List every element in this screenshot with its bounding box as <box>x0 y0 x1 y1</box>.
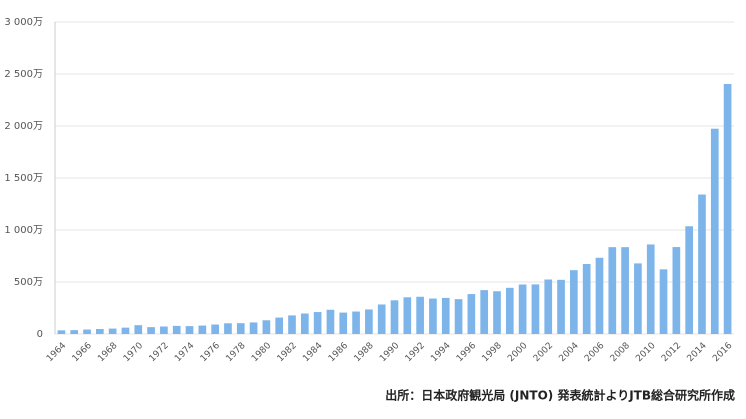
bar <box>646 244 655 334</box>
x-tick-label: 1992 <box>404 341 427 364</box>
bar <box>416 296 424 334</box>
y-tick-label: 2 500万 <box>4 69 43 80</box>
bar <box>288 315 296 334</box>
bar <box>723 83 732 334</box>
bar <box>634 263 642 334</box>
bar <box>70 330 79 334</box>
y-tick-label: 0 <box>37 329 43 340</box>
bar <box>672 247 681 334</box>
bar <box>224 323 232 334</box>
x-tick-label: 2010 <box>634 341 657 364</box>
bar <box>377 304 386 334</box>
y-tick-label: 1 000万 <box>4 225 43 236</box>
bar <box>300 313 309 334</box>
bar <box>544 279 553 334</box>
bar <box>236 323 245 334</box>
x-tick-label: 1968 <box>96 341 119 364</box>
bar <box>198 325 207 334</box>
x-tick-label: 1986 <box>327 341 350 364</box>
x-tick-label: 2000 <box>506 341 529 364</box>
x-tick-label: 1990 <box>378 341 401 364</box>
x-tick-label: 2016 <box>711 341 734 364</box>
bar <box>249 322 258 334</box>
bar <box>313 312 322 334</box>
bar <box>339 312 348 334</box>
bar <box>211 324 219 334</box>
x-tick-label: 2006 <box>583 341 606 364</box>
y-tick-label: 2 000万 <box>4 121 43 132</box>
y-tick-label: 3 000万 <box>4 17 43 28</box>
x-tick-label: 1984 <box>301 341 324 364</box>
bar <box>352 311 360 334</box>
bar <box>57 330 66 334</box>
x-tick-label: 2004 <box>557 341 580 364</box>
bar <box>134 325 143 334</box>
y-tick-label: 500万 <box>14 277 43 288</box>
bar <box>172 325 181 334</box>
x-tick-label: 1974 <box>173 341 196 364</box>
x-tick-label: 1966 <box>71 341 94 364</box>
x-tick-label: 1976 <box>199 341 222 364</box>
bar <box>659 269 668 334</box>
x-tick-label: 1994 <box>429 341 452 364</box>
x-tick-label: 1964 <box>45 341 68 364</box>
x-tick-label: 1970 <box>122 341 145 364</box>
x-tick-label: 2002 <box>532 341 555 364</box>
x-tick-label: 1996 <box>455 341 478 364</box>
bar <box>83 329 91 334</box>
bar <box>493 291 501 334</box>
x-tick-label: 2008 <box>609 341 632 364</box>
x-tick-label: 1980 <box>250 341 273 364</box>
y-tick-label: 1 500万 <box>4 173 43 184</box>
bar <box>121 327 130 334</box>
x-tick-label: 1978 <box>224 341 247 364</box>
bar <box>160 326 168 334</box>
bar <box>429 298 437 334</box>
bar <box>467 294 476 334</box>
bar <box>698 194 706 334</box>
bar <box>557 279 565 334</box>
source-note: 出所：日本政府観光局 (JNTO) 発表統計よりJTB総合研究所作成 <box>385 388 735 403</box>
bar <box>454 299 463 334</box>
x-tick-label: 1988 <box>352 341 375 364</box>
bar <box>531 284 540 334</box>
bar <box>95 329 104 334</box>
bar <box>621 247 629 334</box>
bar <box>570 270 578 334</box>
bar <box>608 247 617 334</box>
bar <box>185 326 194 334</box>
bar <box>390 300 399 334</box>
bar <box>262 320 271 334</box>
bar <box>275 317 284 334</box>
bar <box>595 257 604 334</box>
bar <box>108 328 117 334</box>
bar <box>685 226 694 334</box>
bar <box>365 309 373 334</box>
x-tick-label: 2012 <box>660 341 683 364</box>
bar <box>147 327 155 334</box>
x-tick-label: 2014 <box>686 341 709 364</box>
x-tick-label: 1982 <box>276 341 299 364</box>
bar <box>518 284 527 334</box>
bar <box>403 297 412 334</box>
bar <box>582 264 591 334</box>
bar <box>326 309 335 334</box>
bar <box>441 297 450 334</box>
x-tick-label: 1972 <box>148 341 171 364</box>
x-tick-label: 1998 <box>481 341 504 364</box>
bar <box>480 290 489 334</box>
bar <box>710 128 719 334</box>
bar <box>505 287 514 334</box>
